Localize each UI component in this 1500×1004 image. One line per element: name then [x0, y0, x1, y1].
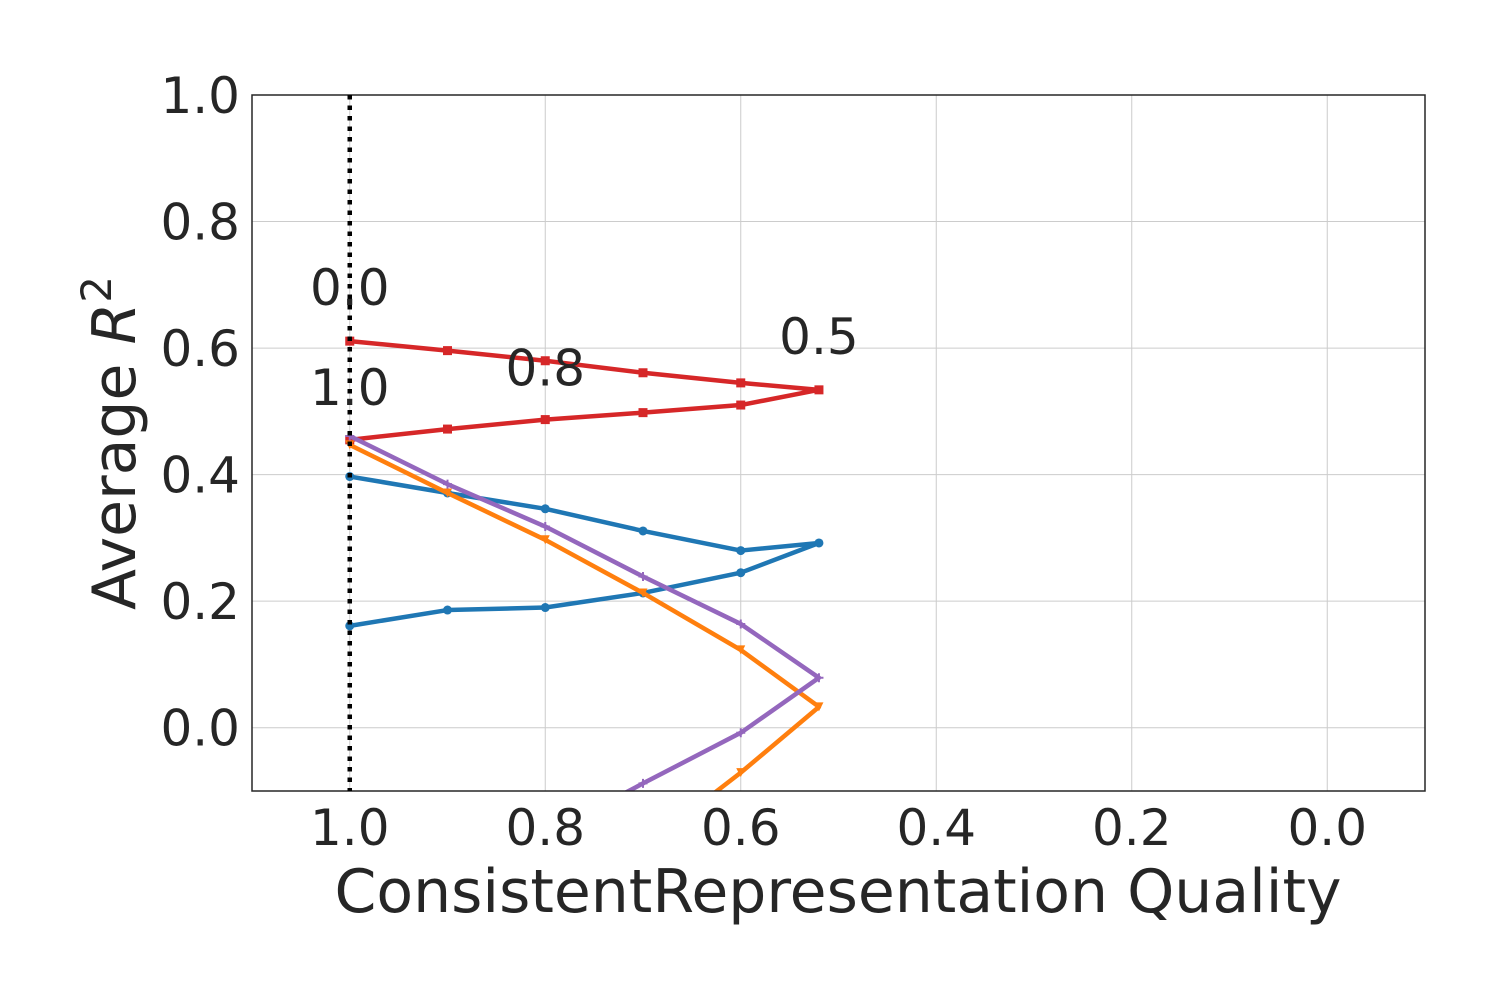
- y-label-sup: 2: [72, 276, 121, 303]
- marker: [540, 356, 550, 366]
- y-label-var: R: [80, 303, 150, 345]
- marker: [638, 572, 648, 582]
- y-tick-label: 0.4: [160, 447, 240, 505]
- marker: [638, 778, 648, 788]
- marker: [814, 702, 824, 712]
- labels: 1.0 0.8 0.6 0.4 0.2 0.0 0.0 0.2 0.4 0.6 0.8 1.0: [160, 67, 1367, 857]
- marker: [736, 728, 746, 738]
- marker: [443, 479, 452, 489]
- marker: [736, 568, 746, 578]
- marker: [540, 522, 550, 532]
- plot-area: [345, 336, 824, 985]
- x-axis-label: ConsistentRepresentation Quality: [335, 857, 1342, 927]
- axes-frame: [251, 94, 1426, 792]
- y-axis-label: Average R2: [72, 276, 150, 610]
- marker: [638, 408, 648, 418]
- marker: [736, 645, 746, 655]
- y-tick-label: 0.0: [160, 700, 240, 758]
- marker: [638, 588, 648, 598]
- marker: [736, 400, 746, 410]
- annotation: 0.5: [779, 308, 859, 366]
- y-tick-label: 0.8: [160, 194, 240, 252]
- y-label-text: Average: [80, 364, 150, 610]
- marker: [540, 535, 550, 545]
- marker: [814, 385, 824, 395]
- y-tick-label: 0.6: [160, 320, 240, 378]
- x-tick-label: 0.2: [1092, 799, 1172, 857]
- marker: [638, 368, 648, 378]
- marker: [540, 415, 550, 425]
- marker: [639, 843, 648, 852]
- marker: [345, 336, 355, 346]
- x-tick-label: 0.8: [505, 799, 585, 857]
- x-tick-label: 1.0: [310, 799, 390, 857]
- marker: [814, 538, 824, 548]
- marker: [736, 768, 746, 778]
- marker: [345, 932, 354, 941]
- x-tick-label: 0.6: [701, 799, 781, 857]
- annotation: 0.0: [310, 259, 390, 317]
- y-tick-label: 0.2: [160, 573, 240, 631]
- marker: [736, 546, 746, 556]
- marker: [736, 378, 746, 388]
- marker: [443, 976, 452, 985]
- marker: [443, 605, 452, 615]
- x-tick-label: 0.4: [896, 799, 976, 857]
- y-tick-label: 1.0: [160, 67, 240, 125]
- marker: [814, 673, 824, 683]
- grid: [252, 94, 1425, 791]
- series-line: [349, 474, 822, 629]
- marker: [638, 526, 648, 536]
- marker: [540, 504, 550, 514]
- marker: [540, 603, 550, 613]
- marker: [443, 346, 452, 356]
- marker: [443, 424, 452, 434]
- x-tick-label: 0.0: [1287, 799, 1367, 857]
- marker: [736, 619, 746, 629]
- annotation: 1.0: [310, 359, 390, 417]
- annotation: 0.8: [505, 340, 585, 398]
- marker: [443, 488, 452, 498]
